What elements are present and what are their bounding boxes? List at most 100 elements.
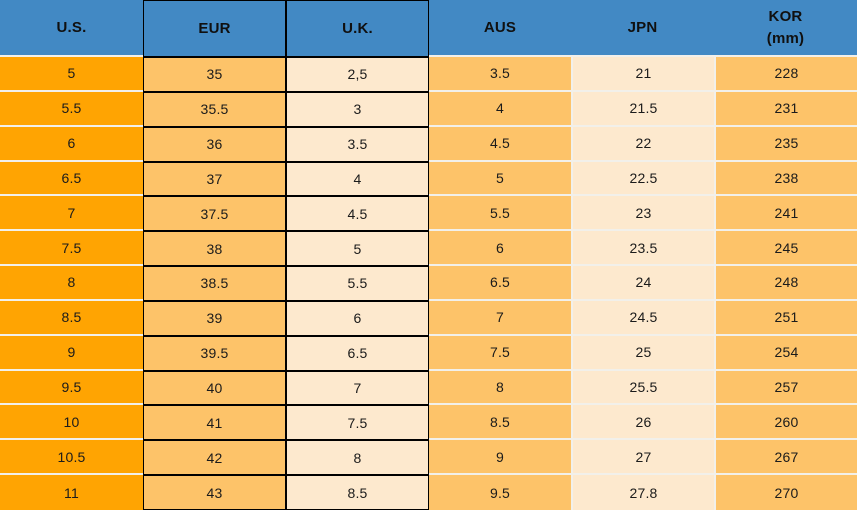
- cell-aus: 5.5: [429, 196, 571, 232]
- cell-aus: 3.5: [429, 57, 571, 92]
- cell-aus: 8.5: [429, 405, 571, 441]
- column-header-kor-line1: KOR: [768, 7, 803, 25]
- cell-us: 8.5: [0, 300, 143, 336]
- cell-kor: 228: [714, 57, 857, 92]
- cell-jpn: 21: [571, 57, 714, 92]
- cell-kor: 251: [714, 300, 857, 336]
- cell-aus: 9.5: [429, 475, 571, 510]
- cell-uk: 5: [286, 231, 429, 267]
- cell-eur: 39.5: [143, 335, 286, 371]
- column-header-us: U.S.: [0, 0, 143, 57]
- cell-aus: 7: [429, 300, 571, 336]
- cell-jpn: 22: [571, 126, 714, 162]
- cell-eur: 40: [143, 370, 286, 406]
- cell-eur: 36: [143, 126, 286, 162]
- cell-kor: 245: [714, 231, 857, 267]
- cell-aus: 6: [429, 231, 571, 267]
- cell-us: 10.5: [0, 440, 143, 476]
- cell-aus: 6.5: [429, 266, 571, 301]
- cell-kor: 235: [714, 126, 857, 162]
- cell-kor: 248: [714, 266, 857, 301]
- column-header-uk: U.K.: [286, 0, 429, 57]
- cell-uk: 3.5: [286, 126, 429, 162]
- cell-eur: 41: [143, 405, 286, 441]
- table-row: 9 39.5 6.5 7.5 25 254: [0, 335, 857, 371]
- cell-aus: 5: [429, 161, 571, 197]
- cell-eur: 37.5: [143, 196, 286, 232]
- cell-jpn: 25: [571, 335, 714, 371]
- cell-us: 6.5: [0, 161, 143, 197]
- table-row: 8 38.5 5.5 6.5 24 248: [0, 266, 857, 301]
- table-row: 10 41 7.5 8.5 26 260: [0, 405, 857, 441]
- cell-jpn: 24: [571, 266, 714, 301]
- cell-us: 10: [0, 405, 143, 441]
- cell-jpn: 24.5: [571, 300, 714, 336]
- table-row: 8.5 39 6 7 24.5 251: [0, 300, 857, 336]
- cell-jpn: 27.8: [571, 475, 714, 510]
- cell-us: 9: [0, 335, 143, 371]
- cell-aus: 4: [429, 91, 571, 127]
- cell-uk: 5.5: [286, 266, 429, 301]
- table-row: 11 43 8.5 9.5 27.8 270: [0, 475, 857, 510]
- cell-jpn: 23.5: [571, 231, 714, 267]
- cell-aus: 8: [429, 370, 571, 406]
- cell-eur: 43: [143, 475, 286, 510]
- cell-aus: 7.5: [429, 335, 571, 371]
- cell-uk: 8.5: [286, 475, 429, 510]
- table-header-row: U.S. EUR U.K. AUS JPN KOR (mm): [0, 0, 857, 57]
- table-row: 6 36 3.5 4.5 22 235: [0, 126, 857, 162]
- cell-eur: 42: [143, 440, 286, 476]
- table-row: 7 37.5 4.5 5.5 23 241: [0, 196, 857, 232]
- cell-aus: 4.5: [429, 126, 571, 162]
- cell-uk: 3: [286, 91, 429, 127]
- cell-kor: 254: [714, 335, 857, 371]
- cell-eur: 38: [143, 231, 286, 267]
- cell-uk: 4: [286, 161, 429, 197]
- table-row: 6.5 37 4 5 22.5 238: [0, 161, 857, 197]
- table-row: 10.5 42 8 9 27 267: [0, 440, 857, 476]
- cell-uk: 7: [286, 370, 429, 406]
- column-header-jpn: JPN: [571, 0, 714, 57]
- column-header-kor-line2: (mm): [766, 29, 805, 47]
- cell-jpn: 22.5: [571, 161, 714, 197]
- cell-aus: 9: [429, 440, 571, 476]
- cell-jpn: 21.5: [571, 91, 714, 127]
- cell-kor: 270: [714, 475, 857, 510]
- cell-uk: 8: [286, 440, 429, 476]
- cell-us: 8: [0, 266, 143, 301]
- table-row: 9.5 40 7 8 25.5 257: [0, 370, 857, 406]
- column-header-kor: KOR (mm): [714, 0, 857, 57]
- cell-us: 7: [0, 196, 143, 232]
- cell-jpn: 25.5: [571, 370, 714, 406]
- cell-us: 9.5: [0, 370, 143, 406]
- cell-uk: 6.5: [286, 335, 429, 371]
- cell-jpn: 27: [571, 440, 714, 476]
- column-header-aus: AUS: [429, 0, 571, 57]
- cell-eur: 35: [143, 57, 286, 92]
- cell-eur: 38.5: [143, 266, 286, 301]
- cell-uk: 4.5: [286, 196, 429, 232]
- cell-kor: 260: [714, 405, 857, 441]
- cell-us: 11: [0, 475, 143, 510]
- cell-kor: 241: [714, 196, 857, 232]
- cell-uk: 7.5: [286, 405, 429, 441]
- cell-eur: 39: [143, 300, 286, 336]
- cell-kor: 267: [714, 440, 857, 476]
- cell-kor: 231: [714, 91, 857, 127]
- cell-us: 5: [0, 57, 143, 92]
- cell-eur: 37: [143, 161, 286, 197]
- cell-uk: 6: [286, 300, 429, 336]
- cell-uk: 2,5: [286, 57, 429, 92]
- cell-us: 6: [0, 126, 143, 162]
- table-row: 7.5 38 5 6 23.5 245: [0, 231, 857, 267]
- table-row: 5.5 35.5 3 4 21.5 231: [0, 91, 857, 127]
- cell-eur: 35.5: [143, 91, 286, 127]
- cell-jpn: 23: [571, 196, 714, 232]
- cell-kor: 238: [714, 161, 857, 197]
- cell-kor: 257: [714, 370, 857, 406]
- cell-us: 7.5: [0, 231, 143, 267]
- cell-us: 5.5: [0, 91, 143, 127]
- cell-jpn: 26: [571, 405, 714, 441]
- table-row: 5 35 2,5 3.5 21 228: [0, 57, 857, 92]
